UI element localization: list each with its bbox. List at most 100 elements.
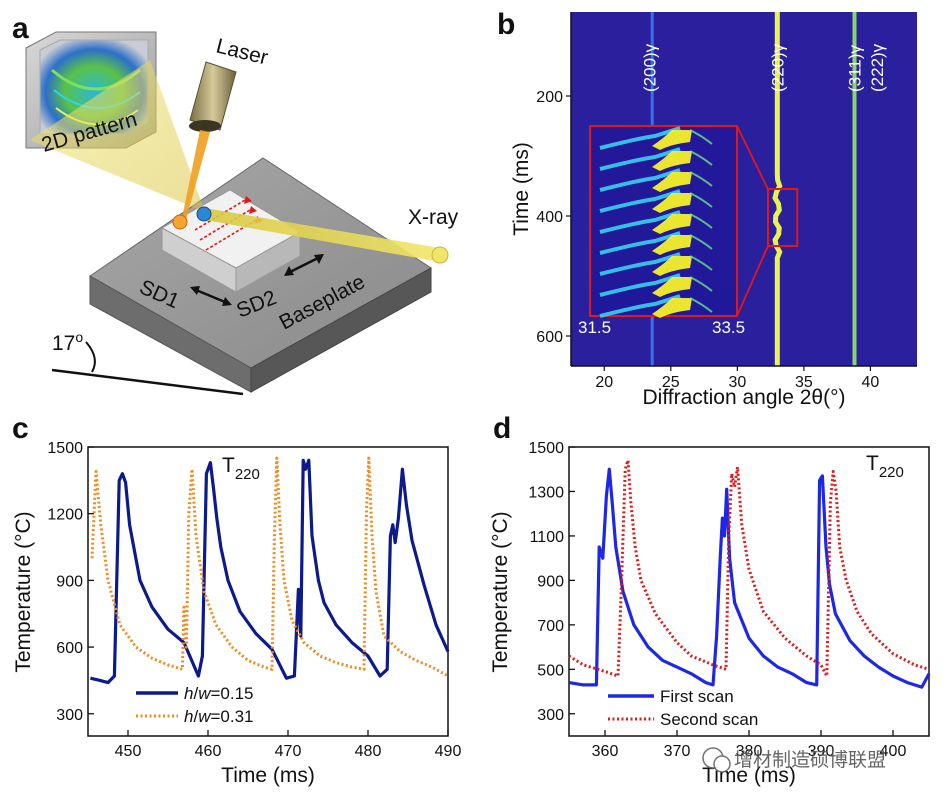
c-series-2-line <box>90 456 449 678</box>
d-y-tick-label: 900 <box>537 573 564 590</box>
xray-source-icon <box>431 246 449 264</box>
inset-tail <box>689 255 713 271</box>
d-series-1-line <box>568 467 931 689</box>
c-x-tick-label: 490 <box>435 743 462 760</box>
angle-base-line <box>51 368 244 396</box>
diffraction-cone <box>30 60 205 212</box>
angle-label: 17o <box>52 329 83 355</box>
zoom-inset <box>589 125 738 318</box>
c-y-tick-label: 300 <box>56 707 83 724</box>
d-y-tick-label: 1300 <box>528 484 564 501</box>
c-series <box>90 456 450 685</box>
b-y-axis-title: Time (ms) <box>510 142 533 236</box>
c-x-tick-label: 450 <box>115 743 142 760</box>
c-x-tick-label: 460 <box>195 743 222 760</box>
peak-label: (311)γ <box>845 45 864 92</box>
xray-beam <box>205 208 440 262</box>
d-y-tick-label: 500 <box>537 662 564 679</box>
b-x-axis-title: Diffraction angle 2θ(°) <box>643 386 846 409</box>
panel-c-label: c <box>12 412 29 445</box>
inset-left-label: 31.5 <box>578 318 611 337</box>
inset-peak <box>652 235 692 255</box>
inset-peak <box>652 277 692 297</box>
xray-label: X-ray <box>408 206 459 229</box>
d-annotation: T220 <box>866 452 904 481</box>
peak-label: (220)γ <box>768 43 787 92</box>
inset-right-label: 33.5 <box>712 318 745 337</box>
d-series <box>568 458 931 689</box>
b-x-tick-label: 25 <box>662 374 680 391</box>
inset-peak <box>652 130 692 150</box>
heatmap-axes: 20 25 30 35 40 200 400 600 <box>536 12 917 391</box>
d-legend-label-1: First scan <box>660 687 734 706</box>
c-y-axis-title: Temperature (°C) <box>12 511 35 672</box>
c-axes: 450 460 470 480 490 300 600 900 1200 1500 <box>47 440 461 760</box>
c-series-1-line <box>90 458 450 685</box>
b-y-tick-label: 600 <box>536 329 563 346</box>
b-x-tick-label: 40 <box>862 374 880 391</box>
d-x-tick-label: 390 <box>808 743 835 760</box>
zoom-connector-top <box>736 125 769 190</box>
c-x-axis-title: Time (ms) <box>221 764 315 787</box>
melt-pool-icon <box>172 214 188 230</box>
b-x-tick-label: 30 <box>728 374 746 391</box>
c-legend-label-1: h/w=0.15 <box>184 684 254 703</box>
panel-a-schematic: a 17o <box>12 12 459 396</box>
d-series-2-line <box>568 458 930 678</box>
d-x-tick-label: 380 <box>736 743 763 760</box>
peak-labels: (200)γ (220)γ (311)γ (222)γ <box>641 43 888 92</box>
d-x-tick-label: 400 <box>880 743 907 760</box>
sd2-arrow <box>284 254 324 276</box>
d-legend: First scan Second scan <box>608 687 758 729</box>
d-y-tick-label: 1500 <box>528 440 564 457</box>
inset-peak <box>652 214 692 234</box>
b-x-tick-label: 35 <box>795 374 813 391</box>
inset-tail <box>689 297 713 313</box>
panel-a-label: a <box>12 12 29 45</box>
inset-peak <box>652 151 692 171</box>
c-annotation: T220 <box>222 454 260 483</box>
c-x-tick-label: 470 <box>275 743 302 760</box>
c-y-tick-label: 1200 <box>47 507 83 524</box>
laser-label: Laser <box>214 35 271 70</box>
d-y-tick-label: 300 <box>537 707 564 724</box>
zoom-box <box>766 188 799 247</box>
b-y-tick-label: 400 <box>536 209 563 226</box>
inset-tail <box>689 234 713 250</box>
d-x-tick-label: 360 <box>592 743 619 760</box>
b-y-tick-label: 200 <box>536 89 563 106</box>
d-legend-label-2: Second scan <box>660 710 758 729</box>
c-plot-frame <box>87 446 449 737</box>
c-y-tick-label: 1500 <box>47 440 83 457</box>
d-y-tick-label: 700 <box>537 618 564 635</box>
inset-tail <box>689 171 713 187</box>
c-legend: h/w=0.15 h/w=0.31 <box>136 684 254 726</box>
deposit-block <box>160 189 301 293</box>
watermark-text: 增材制造硕博联盟 <box>734 749 886 771</box>
d-axes: 360 370 380 390 400 300 500 700 900 1100 1300 1500 <box>528 440 906 760</box>
inset-peak <box>652 298 692 318</box>
b-x-tick-label: 20 <box>595 374 613 391</box>
laser-head <box>182 61 237 220</box>
panel-d-chart: d 360 370 380 390 400 300 500 700 900 1100 1300 150… <box>489 412 931 787</box>
inset-tail <box>689 150 713 166</box>
c-y-tick-label: 900 <box>56 573 83 590</box>
d-y-tick-label: 1100 <box>530 529 565 546</box>
panel-b-label: b <box>497 8 515 41</box>
peak-label: (222)γ <box>868 43 887 92</box>
inset-tail <box>689 276 713 292</box>
panel-d-label: d <box>493 412 511 445</box>
c-x-tick-label: 480 <box>355 743 382 760</box>
d-y-axis-title: Temperature (°C) <box>489 511 512 672</box>
c-legend-label-2: h/w=0.31 <box>184 707 254 726</box>
d-x-tick-label: 370 <box>664 743 691 760</box>
c-y-tick-label: 600 <box>56 640 83 657</box>
inset-peak <box>652 193 692 213</box>
probe-spot-icon <box>196 206 212 222</box>
inset-peak <box>652 256 692 276</box>
angle-arc <box>85 341 96 373</box>
zoom-connector-bottom <box>736 245 769 317</box>
watermark: 增材制造硕博联盟 <box>702 747 886 773</box>
